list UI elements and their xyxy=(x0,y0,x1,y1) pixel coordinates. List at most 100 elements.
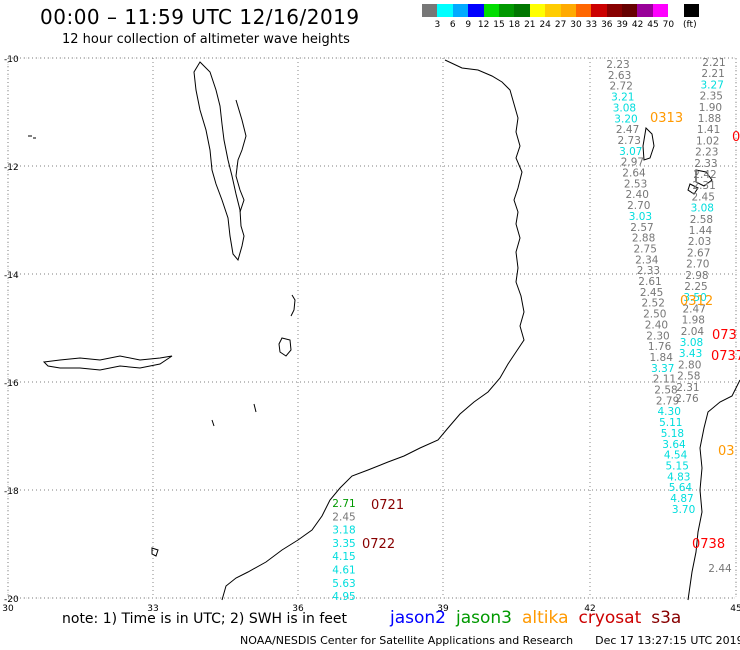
latitude-label: -16 xyxy=(4,379,19,389)
wave-height-value: 3.07 xyxy=(619,146,642,158)
legend-label: 12 xyxy=(477,20,490,30)
coastlines xyxy=(28,59,740,601)
coastline-lake-east xyxy=(235,99,247,213)
pass-time-label: 0722 xyxy=(362,537,395,552)
longitude-label: 39 xyxy=(437,604,449,614)
legend-swatch xyxy=(545,4,561,17)
legend-label: 27 xyxy=(554,20,567,30)
pass-time-label: 0 xyxy=(732,130,740,145)
coastline-island-2 xyxy=(695,169,713,187)
wave-height-value: 2.31 xyxy=(676,382,699,394)
altimeter-tracks: 2.232.632.723.213.083.202.472.733.072.97… xyxy=(332,57,732,603)
pass-time-label: 0313 xyxy=(650,111,683,126)
legend-swatch xyxy=(575,4,592,17)
latitude-label: -12 xyxy=(4,163,19,173)
legend-swatch xyxy=(468,4,484,17)
wave-height-value: 2.64 xyxy=(622,168,646,180)
wave-height-value: 2.98 xyxy=(685,270,708,282)
wave-height-value: 2.58 xyxy=(677,371,700,383)
legend-label: 33 xyxy=(585,20,598,30)
wave-height-value: 2.73 xyxy=(618,135,641,147)
pass-time-label: 03 xyxy=(718,444,735,459)
wave-height-value: 2.30 xyxy=(646,330,669,342)
footer-timestamp: Dec 17 13:27:15 UTC 2019 xyxy=(595,634,740,647)
wave-height-value: 2.52 xyxy=(642,298,665,310)
wave-height-value: 2.47 xyxy=(683,303,706,315)
pass-time-label: 0737 xyxy=(711,349,740,364)
wave-height-value: 4.83 xyxy=(667,471,690,483)
map-title: 00:00 – 11:59 UTC 12/16/2019 xyxy=(40,5,360,29)
wave-height-value: 2.72 xyxy=(610,81,633,93)
legend-label: 42 xyxy=(631,20,644,30)
legend-label: 39 xyxy=(616,20,628,30)
wave-height-value: 2.63 xyxy=(608,70,631,82)
wave-height-value: 1.44 xyxy=(689,225,713,237)
wave-height-value: 2.80 xyxy=(678,359,701,371)
wave-height-value: 2.70 xyxy=(686,259,709,271)
wave-height-value: 2.45 xyxy=(692,191,715,203)
legend-swatch xyxy=(452,4,469,17)
wave-height-value: 2.25 xyxy=(684,281,707,293)
coastline-island-5 xyxy=(151,547,159,557)
wave-height-value: 2.70 xyxy=(627,200,650,212)
pass-time-label: 0721 xyxy=(371,498,404,513)
wave-height-value: 4.87 xyxy=(670,493,693,505)
legend-label: 70 xyxy=(662,20,675,30)
wave-height-value: 2.04 xyxy=(681,326,705,338)
longitude-label: 33 xyxy=(147,604,158,614)
legend-swatch xyxy=(514,4,530,17)
wave-height-value: 2.50 xyxy=(643,309,666,321)
satellite-cryosat: cryosat xyxy=(578,608,642,628)
coastline-island-1 xyxy=(642,126,655,161)
wave-height-value: 2.79 xyxy=(656,395,679,407)
wave-height-value: 3.08 xyxy=(613,102,636,114)
wave-height-value: 1.90 xyxy=(699,102,722,114)
wave-height-value: 4.61 xyxy=(332,565,355,577)
wave-height-value: 2.03 xyxy=(688,236,711,248)
wave-height-value: 3.20 xyxy=(614,113,637,125)
coastline-island-6 xyxy=(211,403,257,427)
wave-height-value: 2.45 xyxy=(640,287,663,299)
latitude-labels: -10 -12 -14 -16 -18 -20 xyxy=(4,55,19,605)
map-subtitle: 12 hour collection of altimeter wave hei… xyxy=(62,32,350,47)
wave-height-value: 3.37 xyxy=(651,363,674,375)
wave-height-value: 1.76 xyxy=(648,341,672,353)
wave-height-value: 2.88 xyxy=(632,233,655,245)
wave-height-value: 1.84 xyxy=(650,352,674,364)
legend-swatch xyxy=(591,4,607,17)
wave-height-value: 2.40 xyxy=(626,189,649,201)
legend-swatch xyxy=(668,4,684,17)
coastline-island-4 xyxy=(28,135,36,139)
satellite-s3a: s3a xyxy=(651,608,682,628)
wave-height-value: 3.27 xyxy=(701,79,724,91)
color-scale-labels: 3 6 9 12 15 18 21 24 27 30 33 36 39 42 45 70 (ft) xyxy=(422,20,740,34)
wave-height-value: 1.02 xyxy=(696,135,719,147)
wave-height-value: 3.35 xyxy=(332,538,355,550)
wave-height-value: 2.61 xyxy=(638,276,661,288)
legend-label: 15 xyxy=(493,20,505,30)
wave-height-value: 5.64 xyxy=(669,482,693,494)
coastline-lake xyxy=(193,61,245,262)
longitude-label: 42 xyxy=(584,604,595,614)
coastline-lake-small xyxy=(278,337,292,357)
wave-height-value: 3.64 xyxy=(662,439,686,451)
wave-height-value: 2.40 xyxy=(645,319,668,331)
wave-height-value: 2.35 xyxy=(700,91,723,103)
wave-height-value: 2.31 xyxy=(692,180,715,192)
legend-label: 21 xyxy=(524,20,536,30)
wave-height-value: 4.95 xyxy=(332,591,355,603)
footer: NOAA/NESDIS Center for Satellite Applica… xyxy=(240,634,740,647)
wave-height-value: 2.33 xyxy=(637,265,660,277)
color-scale-legend xyxy=(422,4,700,17)
wave-height-value: 5.15 xyxy=(666,460,689,472)
pass-time-label: 073 xyxy=(712,328,737,343)
wave-height-value: 2.21 xyxy=(701,68,724,80)
legend-label: 3 xyxy=(434,20,441,30)
latitude-label: -20 xyxy=(4,595,19,605)
legend-swatch xyxy=(529,4,546,17)
satellite-jason3: jason3 xyxy=(456,608,512,628)
wave-height-value: 1.88 xyxy=(698,113,721,125)
satellite-jason2: jason2 xyxy=(390,608,446,628)
wave-height-value: 2.71 xyxy=(332,498,355,510)
satellite-legend: jason2 jason3 altika cryosat s3a xyxy=(390,608,691,628)
